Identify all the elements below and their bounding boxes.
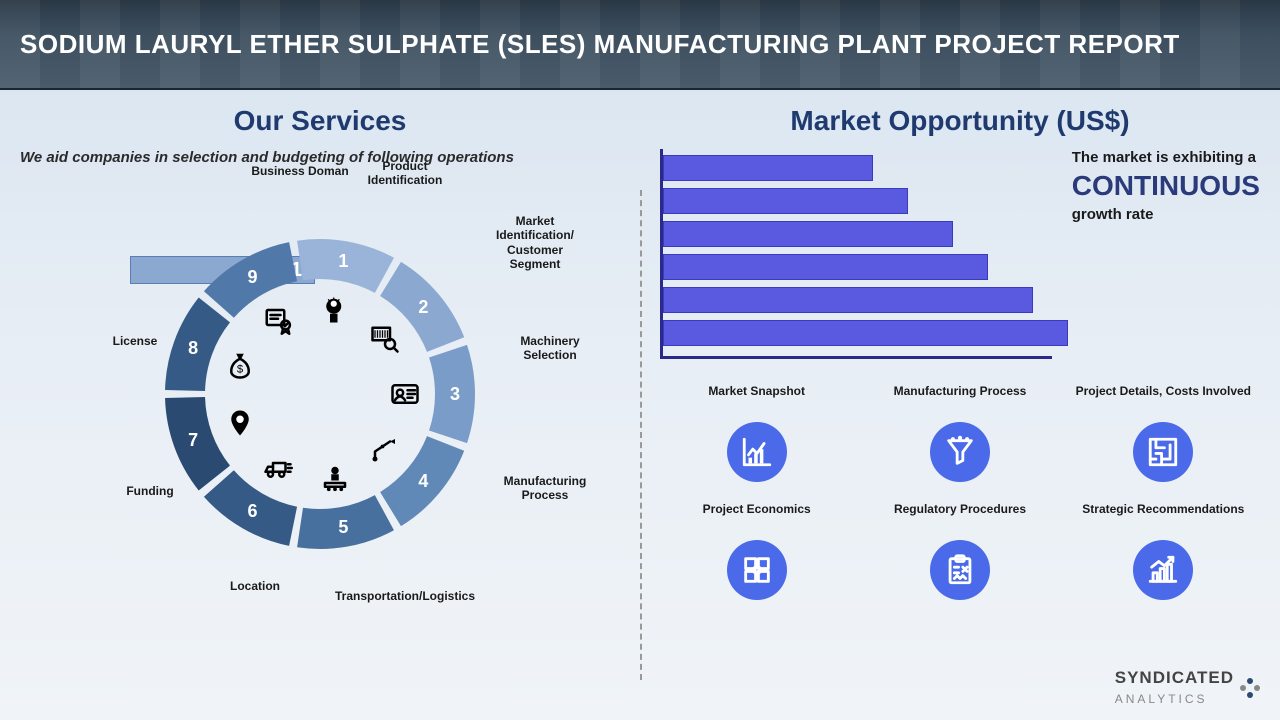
market-bar-2 — [663, 221, 953, 247]
feature-item-3: Project Economics? — [660, 502, 853, 600]
feature-label-3: Project Economics — [660, 502, 853, 532]
svg-text:?: ? — [754, 565, 759, 575]
maze-icon — [1133, 422, 1193, 482]
wheel-number-4: 4 — [418, 471, 428, 491]
wheel-label-2: Product Identification — [355, 159, 455, 188]
feature-item-1: Manufacturing Process — [863, 384, 1056, 482]
feature-grid: Market Snapshot Manufacturing Process Proj… — [660, 384, 1260, 600]
feature-item-0: Market Snapshot — [660, 384, 853, 482]
logo-dots-icon — [1240, 678, 1260, 698]
cert-icon — [263, 305, 293, 335]
market-bar-3 — [663, 254, 988, 280]
growth-line1: The market is exhibiting a — [1072, 149, 1260, 166]
wheel-label-7: Location — [205, 579, 305, 593]
wheel-number-3: 3 — [450, 384, 460, 404]
wheel-number-2: 2 — [418, 297, 428, 317]
wheel-label-5: Manufacturing Process — [495, 474, 595, 503]
feature-label-0: Market Snapshot — [660, 384, 853, 414]
feature-item-4: Regulatory Procedures — [863, 502, 1056, 600]
market-bar-chart — [660, 149, 1052, 359]
head-icon — [320, 295, 350, 325]
market-title: Market Opportunity (US$) — [660, 105, 1260, 137]
market-bar-1 — [663, 188, 908, 214]
clipboard-icon — [930, 540, 990, 600]
market-panel: Market Opportunity (US$) The market is e… — [640, 90, 1280, 720]
market-bar-0 — [663, 155, 873, 181]
feature-item-5: Strategic Recommendations — [1067, 502, 1260, 600]
services-wheel: 1 123456789 Business DomanProduct Identi… — [100, 174, 540, 614]
content-row: Our Services We aid companies in selecti… — [0, 90, 1280, 720]
header-banner: SODIUM LAURYL ETHER SULPHATE (SLES) MANU… — [0, 0, 1280, 90]
funnel-icon — [930, 422, 990, 482]
feature-label-4: Regulatory Procedures — [863, 502, 1056, 532]
robot-icon — [370, 434, 400, 464]
logo-sub: ANALYTICS — [1115, 692, 1208, 706]
feature-label-1: Manufacturing Process — [863, 384, 1056, 414]
growth-icon — [1133, 540, 1193, 600]
feature-label-2: Project Details, Costs Involved — [1067, 384, 1260, 414]
brand-logo: SYNDICATED ANALYTICS — [1115, 668, 1260, 708]
worker-icon — [320, 463, 350, 493]
idcard-icon — [390, 379, 420, 409]
page-title: SODIUM LAURYL ETHER SULPHATE (SLES) MANU… — [20, 29, 1180, 60]
services-panel: Our Services We aid companies in selecti… — [0, 90, 640, 720]
money-icon: $ — [225, 350, 255, 380]
puzzle-icon: ? — [727, 540, 787, 600]
truck-icon — [263, 453, 293, 483]
wheel-number-5: 5 — [338, 517, 348, 537]
wheel-number-9: 9 — [247, 267, 257, 287]
chart-area: The market is exhibiting a CONTINUOUS gr… — [660, 149, 1260, 359]
wheel-label-8: Funding — [100, 484, 200, 498]
wheel-label-4: Machinery Selection — [500, 334, 600, 363]
svg-text:$: $ — [237, 363, 244, 375]
growth-line2: growth rate — [1072, 206, 1260, 223]
logo-brand: SYNDICATED — [1115, 668, 1234, 687]
wheel-number-7: 7 — [188, 430, 198, 450]
market-bar-5 — [663, 320, 1068, 346]
wheel-number-8: 8 — [188, 338, 198, 358]
growth-big: CONTINUOUS — [1072, 170, 1260, 202]
chart-icon — [727, 422, 787, 482]
growth-text-block: The market is exhibiting a CONTINUOUS gr… — [1072, 149, 1260, 359]
wheel-label-1: Business Doman — [250, 164, 350, 178]
wheel-number-1: 1 — [338, 251, 348, 271]
feature-label-5: Strategic Recommendations — [1067, 502, 1260, 532]
wheel-svg: 1 2 3 4 5 6 7 8 9 — [100, 174, 540, 614]
pin-icon — [225, 408, 255, 438]
feature-item-2: Project Details, Costs Involved — [1067, 384, 1260, 482]
market-bar-4 — [663, 287, 1033, 313]
barcode-icon — [370, 324, 400, 354]
wheel-label-6: Transportation/Logistics — [335, 589, 435, 603]
wheel-label-3: Market Identification/ Customer Segment — [485, 214, 585, 272]
services-title: Our Services — [20, 105, 620, 137]
wheel-number-6: 6 — [247, 501, 257, 521]
wheel-label-9: License — [85, 334, 185, 348]
